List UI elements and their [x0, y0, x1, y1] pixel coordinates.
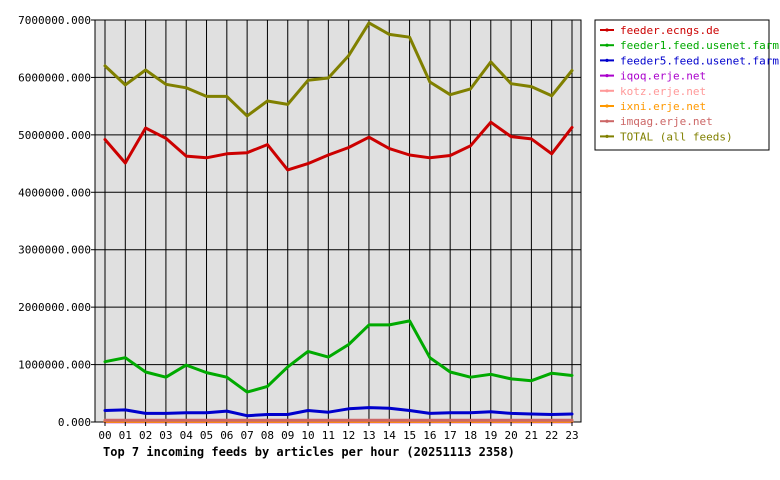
legend-marker — [605, 104, 609, 108]
legend: feeder.ecngs.de feeder1.feed.usenet.farm f… — [594, 19, 779, 151]
x-axis: 00 01 02 03 04 05 06 07 08 09 10 11 12 13 14 15 16 17 18 19… — [98, 422, 579, 442]
x-tick-label: 01 — [119, 429, 132, 442]
x-tick-label: 15 — [403, 429, 416, 442]
x-tick-label: 08 — [261, 429, 274, 442]
series-line — [103, 406, 574, 418]
x-tick-label: 09 — [281, 429, 294, 442]
x-tick-label: 03 — [159, 429, 172, 442]
legend-entry: kotz.erje.net — [620, 85, 706, 98]
y-tick-label: 4000000.000 — [18, 186, 91, 199]
y-tick-label: 6000000.000 — [18, 71, 91, 84]
x-tick-label: 07 — [241, 429, 254, 442]
x-tick-label: 05 — [200, 429, 213, 442]
x-tick-label: 00 — [98, 429, 111, 442]
series-lines — [103, 21, 574, 424]
y-tick-label: 0.000 — [58, 416, 91, 429]
x-tick-label: 16 — [423, 429, 436, 442]
x-tick-label: 18 — [464, 429, 477, 442]
y-tick-label: 2000000.000 — [18, 301, 91, 314]
x-tick-label: 22 — [545, 429, 558, 442]
series-line — [103, 21, 574, 118]
legend-marker — [605, 119, 609, 123]
x-tick-label: 06 — [220, 429, 233, 442]
series-line — [103, 319, 574, 394]
y-axis: 0.000 1000000.000 2000000.000 3000000.000 40… — [18, 14, 95, 429]
legend-marker — [605, 134, 609, 138]
x-tick-label: 23 — [565, 429, 578, 442]
legend-marker — [605, 74, 609, 78]
y-tick-label: 7000000.000 — [18, 14, 91, 27]
x-tick-label: 12 — [342, 429, 355, 442]
legend-entry: imqag.erje.net — [620, 115, 713, 128]
y-tick-label: 1000000.000 — [18, 359, 91, 372]
legend-box — [594, 19, 770, 151]
x-tick-label: 10 — [301, 429, 314, 442]
x-tick-label: 17 — [444, 429, 457, 442]
x-tick-label: 02 — [139, 429, 152, 442]
x-tick-label: 14 — [383, 429, 397, 442]
legend-marker — [605, 43, 609, 47]
x-tick-label: 13 — [362, 429, 375, 442]
legend-entry: iqoq.erje.net — [620, 70, 706, 83]
legend-entry: ixni.erje.net — [620, 100, 706, 113]
legend-marker — [605, 28, 609, 32]
legend-entry: feeder5.feed.usenet.farm — [620, 54, 779, 67]
series-line — [103, 120, 574, 172]
x-tick-label: 04 — [180, 429, 194, 442]
legend-marker — [605, 89, 609, 93]
legend-entry: TOTAL (all feeds) — [620, 130, 733, 143]
x-tick-label: 21 — [525, 429, 538, 442]
y-tick-label: 5000000.000 — [18, 129, 91, 142]
legend-entry: feeder1.feed.usenet.farm — [620, 39, 779, 52]
chart-title: Top 7 incoming feeds by articles per hou… — [103, 445, 515, 459]
legend-marker — [605, 58, 609, 63]
x-tick-label: 11 — [322, 429, 335, 442]
x-tick-label: 19 — [484, 429, 497, 442]
x-tick-label: 20 — [504, 429, 517, 442]
y-tick-label: 3000000.000 — [18, 244, 91, 257]
legend-entry: feeder.ecngs.de — [620, 24, 719, 37]
